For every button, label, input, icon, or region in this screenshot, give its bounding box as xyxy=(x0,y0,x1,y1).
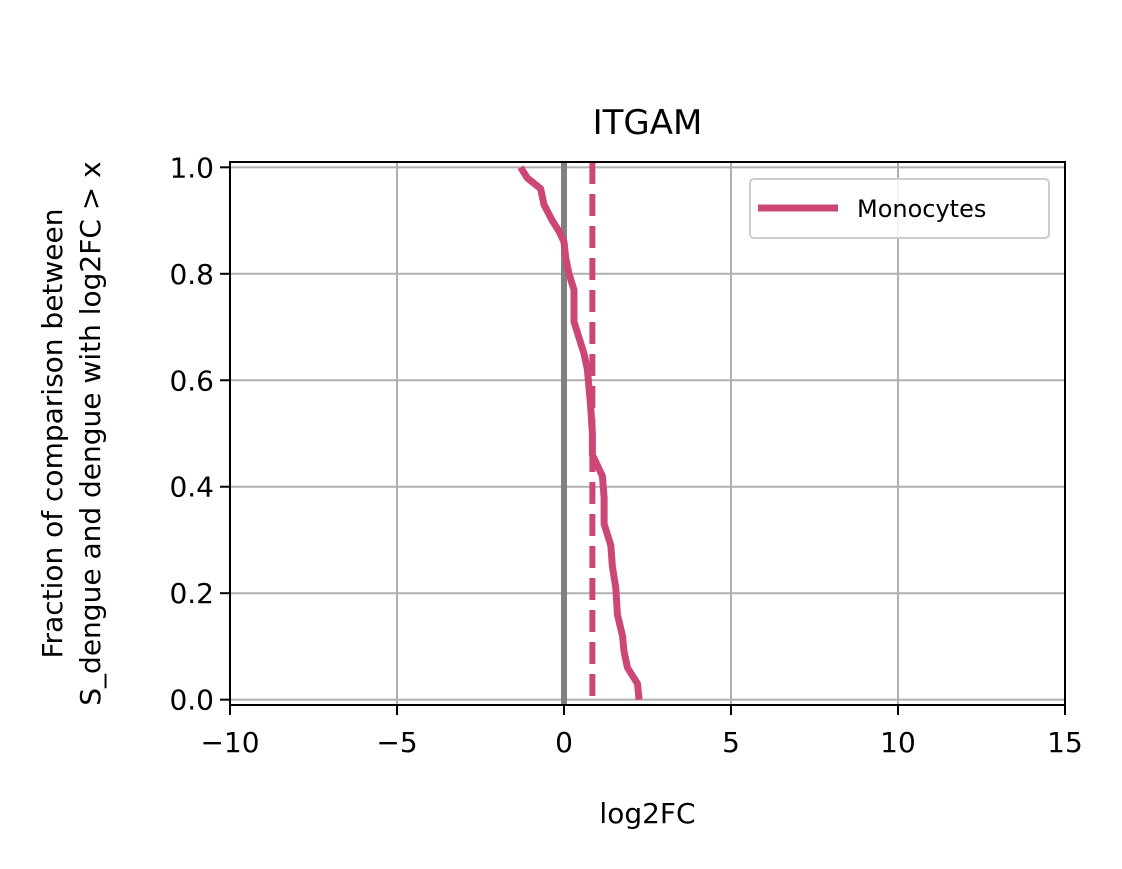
y-axis-label-line-1: Fraction of comparison between xyxy=(36,208,69,658)
x-tick-label: 0 xyxy=(555,726,573,759)
x-tick-label: 15 xyxy=(1047,726,1083,759)
legend-label-monocytes: Monocytes xyxy=(857,195,986,223)
y-tick-label: 0.4 xyxy=(169,471,214,504)
x-axis-label: log2FC xyxy=(599,797,695,830)
x-tick-label: 10 xyxy=(880,726,916,759)
x-tick-label: 5 xyxy=(722,726,740,759)
legend: Monocytes xyxy=(749,178,1050,239)
y-tick-label: 0.6 xyxy=(169,364,214,397)
chart-title: ITGAM xyxy=(593,103,703,143)
y-tick-label: 1.0 xyxy=(169,151,214,184)
series-line-monocytes xyxy=(517,165,643,701)
x-tick-label: −5 xyxy=(376,726,417,759)
y-tick-label: 0.8 xyxy=(169,258,214,291)
plot-frame xyxy=(229,161,1066,706)
series-layer xyxy=(517,165,643,701)
legend-box xyxy=(749,178,1050,239)
y-axis-ticks: 0.0 0.2 0.4 0.6 0.8 1.0 xyxy=(169,151,230,717)
grid xyxy=(229,162,1066,705)
x-axis-ticks: −10 −5 0 5 10 15 xyxy=(200,705,1083,759)
x-tick-label: −10 xyxy=(200,726,259,759)
y-axis-label-line-2: S_dengue and dengue with log2FC > x xyxy=(74,161,107,705)
y-tick-label: 0.2 xyxy=(169,577,214,610)
y-tick-label: 0.0 xyxy=(169,684,214,717)
reference-lines xyxy=(561,162,596,705)
